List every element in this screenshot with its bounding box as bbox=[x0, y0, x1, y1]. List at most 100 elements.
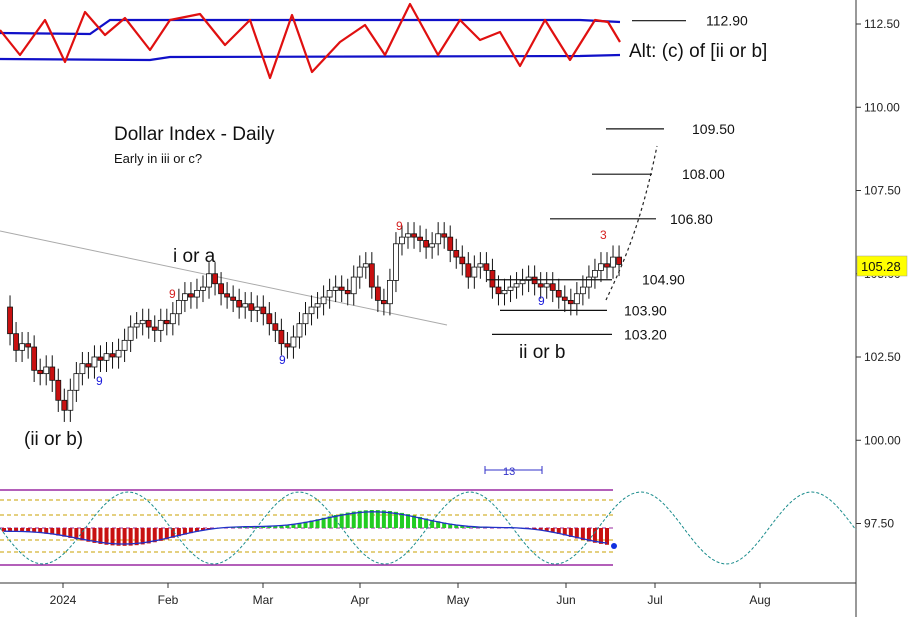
candle-body bbox=[181, 293, 188, 301]
histogram-bar bbox=[598, 528, 603, 544]
candle-body bbox=[549, 283, 556, 291]
x-tick-label: Feb bbox=[158, 593, 179, 607]
candle-body bbox=[567, 299, 574, 305]
histogram-bar bbox=[50, 528, 55, 535]
histogram-bar bbox=[309, 520, 314, 528]
histogram-bar bbox=[8, 528, 13, 532]
wave-label-ii-or-b-paren: (ii or b) bbox=[24, 429, 83, 450]
histogram-bar bbox=[424, 518, 429, 528]
x-tick-label: Apr bbox=[351, 593, 370, 607]
histogram-bar bbox=[62, 528, 67, 537]
candle-body bbox=[555, 289, 562, 298]
candlesticks bbox=[7, 222, 622, 422]
candle-body bbox=[465, 263, 472, 278]
level-label: 103.90 bbox=[624, 302, 667, 318]
candle-body bbox=[320, 296, 327, 305]
histogram-bar bbox=[363, 510, 368, 528]
candle-body bbox=[380, 299, 387, 305]
histogram-bar bbox=[2, 528, 6, 532]
histogram-bar bbox=[592, 528, 597, 543]
candle-body bbox=[163, 319, 170, 325]
candle-body bbox=[224, 293, 231, 298]
histogram-bar bbox=[406, 514, 411, 528]
candle-body bbox=[296, 323, 303, 338]
candle-body bbox=[43, 366, 50, 375]
count-label: 9 bbox=[96, 374, 103, 388]
histogram-bar bbox=[381, 510, 386, 528]
candle-body bbox=[200, 286, 206, 291]
candle-body bbox=[266, 313, 273, 325]
candle-body bbox=[598, 263, 604, 271]
y-tick-label: 112.50 bbox=[864, 17, 900, 31]
histogram-bar bbox=[351, 511, 356, 528]
count-label: 9 bbox=[396, 219, 403, 233]
candle-body bbox=[543, 283, 550, 288]
candle-body bbox=[49, 366, 56, 381]
cycle-marker-label: 13 bbox=[503, 466, 515, 478]
candle-body bbox=[399, 236, 405, 245]
candle-body bbox=[169, 313, 176, 325]
candle-body bbox=[236, 299, 243, 308]
candle-body bbox=[61, 399, 68, 411]
candle-body bbox=[242, 303, 249, 308]
chart-subtitle: Early in iii or c? bbox=[114, 151, 202, 166]
histogram-bar bbox=[285, 524, 290, 528]
candle-body bbox=[73, 373, 80, 391]
candle-body bbox=[579, 286, 586, 295]
candle-body bbox=[362, 263, 369, 268]
histogram-bar bbox=[345, 512, 350, 528]
histogram-bar bbox=[327, 516, 332, 528]
histogram-bar bbox=[14, 528, 19, 532]
histogram-bar bbox=[387, 510, 392, 528]
candle-body bbox=[272, 323, 279, 331]
x-tick-label: Aug bbox=[749, 593, 770, 607]
histogram-bar bbox=[116, 528, 121, 546]
candle-body bbox=[284, 343, 291, 348]
x-tick-label: Jul bbox=[647, 593, 662, 607]
candle-body bbox=[344, 289, 351, 295]
histogram-bar bbox=[454, 524, 459, 528]
histogram-bar bbox=[574, 528, 579, 539]
candle-body bbox=[368, 263, 375, 288]
candle-body bbox=[67, 389, 74, 411]
candle-body bbox=[151, 326, 158, 331]
level-label: 104.90 bbox=[642, 272, 685, 288]
projection-path bbox=[605, 145, 658, 301]
histogram-bar bbox=[562, 528, 567, 536]
candle-body bbox=[513, 283, 520, 288]
x-tick-label: Mar bbox=[253, 593, 274, 607]
candle-body bbox=[393, 243, 399, 281]
candle-body bbox=[573, 293, 580, 305]
histogram-bar bbox=[38, 528, 43, 534]
last-price-value: 105.28 bbox=[861, 259, 901, 274]
candle-body bbox=[314, 303, 321, 308]
candle-body bbox=[350, 276, 357, 295]
histogram-bar bbox=[412, 515, 417, 528]
histogram-bar bbox=[544, 528, 549, 532]
histogram-bar bbox=[418, 516, 423, 528]
candle-body bbox=[459, 256, 466, 265]
histogram-bar bbox=[68, 528, 73, 538]
candle-body bbox=[417, 236, 423, 241]
candle-body bbox=[308, 306, 315, 315]
current-dot bbox=[611, 543, 617, 549]
histogram-bar bbox=[605, 528, 609, 545]
histogram-bar bbox=[442, 522, 447, 528]
candle-body bbox=[175, 299, 182, 315]
histogram-bar bbox=[399, 512, 404, 528]
level-label: 106.80 bbox=[670, 211, 713, 227]
histogram-bar bbox=[556, 528, 561, 534]
histogram-bar bbox=[460, 525, 465, 528]
histogram-bar bbox=[321, 517, 326, 528]
histogram-bar bbox=[26, 528, 31, 533]
candle-body bbox=[453, 250, 460, 258]
candle-body bbox=[85, 363, 92, 368]
y-tick-label: 102.50 bbox=[864, 350, 901, 364]
candle-body bbox=[13, 333, 19, 351]
candle-body bbox=[121, 339, 128, 351]
candle-body bbox=[338, 286, 345, 291]
candle-body bbox=[133, 323, 140, 328]
x-tick-label: May bbox=[447, 593, 470, 607]
candle-body bbox=[435, 233, 442, 245]
